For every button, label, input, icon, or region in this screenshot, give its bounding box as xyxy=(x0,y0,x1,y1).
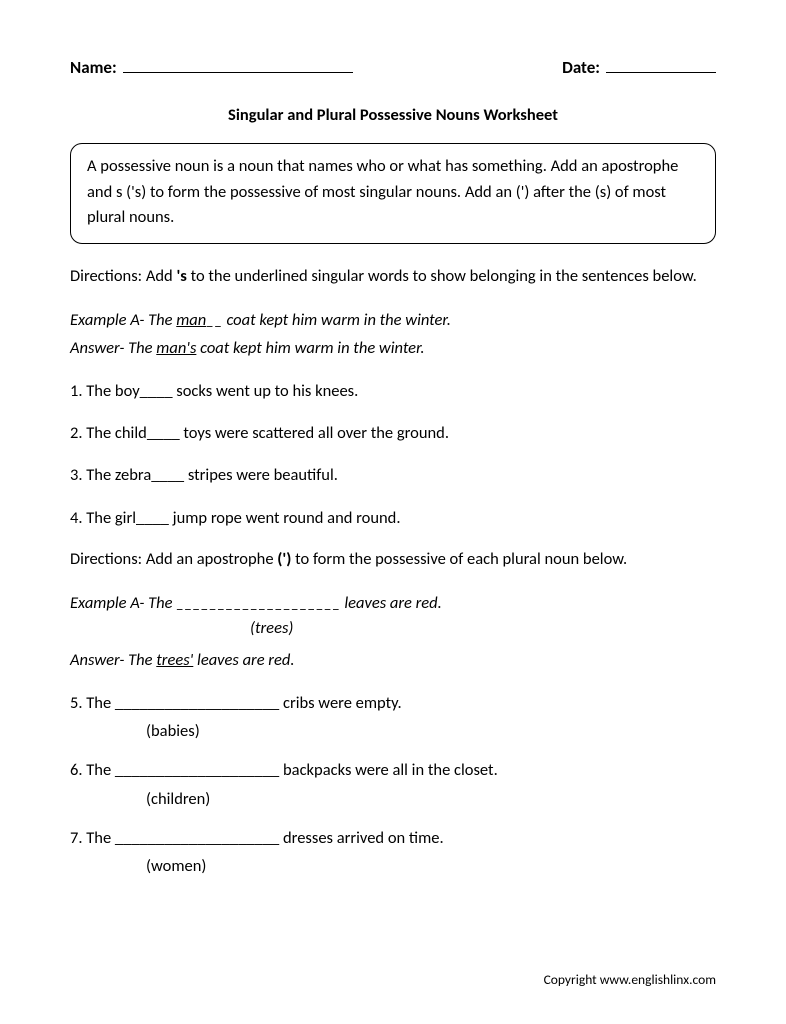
question-3: 3. The zebra____ stripes were beautiful. xyxy=(70,462,716,488)
q6-suffix: backpacks were all in the closet. xyxy=(279,760,497,780)
q2-suffix: toys were scattered all over the ground. xyxy=(180,423,449,443)
example1-question: Example A- The man__ coat kept him warm … xyxy=(70,306,716,334)
q3-blank[interactable]: ____ xyxy=(151,462,184,488)
ex2a-prefix: Example A- The xyxy=(70,593,176,613)
example2-question: Example A- The ____________________ leav… xyxy=(70,589,716,617)
example2-answer: Answer- The trees' leaves are red. xyxy=(70,646,716,674)
q1-blank[interactable]: ____ xyxy=(140,378,173,404)
q5-hint: (babies) xyxy=(146,720,716,743)
ex1b-suffix: coat kept him warm in the winter. xyxy=(196,338,424,358)
example2-hint: (trees) xyxy=(250,617,716,640)
q5-num: 5. xyxy=(70,693,83,713)
date-label: Date: xyxy=(562,55,600,81)
definition-box: A possessive noun is a noun that names w… xyxy=(70,143,716,244)
q4-num: 4. xyxy=(70,508,83,528)
question-4: 4. The girl____ jump rope went round and… xyxy=(70,505,716,531)
q1-num: 1. xyxy=(70,381,83,401)
directions2-bold: (') xyxy=(277,549,291,569)
directions-section-1: Directions: Add 's to the underlined sin… xyxy=(70,264,716,290)
q5-blank[interactable]: ____________________ xyxy=(115,690,279,716)
example1-answer: Answer- The man's coat kept him warm in … xyxy=(70,334,716,362)
directions-section-2: Directions: Add an apostrophe (') to for… xyxy=(70,547,716,573)
q2-prefix: The child xyxy=(83,423,147,443)
ex2b-prefix: Answer- The xyxy=(70,650,156,670)
q5-suffix: cribs were empty. xyxy=(279,693,401,713)
q6-blank[interactable]: ____________________ xyxy=(115,757,279,783)
q3-num: 3. xyxy=(70,465,83,485)
q5-prefix: The xyxy=(83,693,115,713)
q2-num: 2. xyxy=(70,423,83,443)
question-5: 5. The ____________________ cribs were e… xyxy=(70,690,716,716)
q7-hint: (women) xyxy=(146,855,716,878)
q3-suffix: stripes were beautiful. xyxy=(184,465,338,485)
date-field: Date: xyxy=(562,55,716,81)
example-block-1: Example A- The man__ coat kept him warm … xyxy=(70,306,716,362)
ex1a-prefix: Example A- The xyxy=(70,310,176,330)
ex2b-uword: trees' xyxy=(156,650,193,670)
q1-prefix: The boy xyxy=(83,381,140,401)
q7-num: 7. xyxy=(70,828,83,848)
example-block-2: Example A- The ____________________ leav… xyxy=(70,589,716,674)
ex2b-suffix: leaves are red. xyxy=(193,650,294,670)
q2-blank[interactable]: ____ xyxy=(147,420,180,446)
q4-prefix: The girl xyxy=(83,508,136,528)
q7-suffix: dresses arrived on time. xyxy=(279,828,443,848)
directions1-prefix: Directions: Add xyxy=(70,266,176,286)
q6-prefix: The xyxy=(83,760,115,780)
q3-prefix: The zebra xyxy=(83,465,152,485)
ex2a-suffix: leaves are red. xyxy=(341,593,442,613)
q4-blank[interactable]: ____ xyxy=(136,505,169,531)
ex1a-suffix: coat kept him warm in the winter. xyxy=(223,310,451,330)
directions1-bold: 's xyxy=(176,266,186,286)
ex1a-blank: __ xyxy=(206,310,222,330)
date-blank-line[interactable] xyxy=(606,56,716,73)
question-2: 2. The child____ toys were scattered all… xyxy=(70,420,716,446)
ex1b-prefix: Answer- The xyxy=(70,338,156,358)
ex1a-uword: man xyxy=(176,310,206,330)
question-6: 6. The ____________________ backpacks we… xyxy=(70,757,716,783)
worksheet-header: Name: Date: xyxy=(70,55,716,81)
question-7: 7. The ____________________ dresses arri… xyxy=(70,825,716,851)
q4-suffix: jump rope went round and round. xyxy=(169,508,401,528)
name-label: Name: xyxy=(70,55,117,81)
q1-suffix: socks went up to his knees. xyxy=(173,381,359,401)
name-field: Name: xyxy=(70,55,353,81)
q7-blank[interactable]: ____________________ xyxy=(115,825,279,851)
copyright: Copyright www.englishlinx.com xyxy=(544,970,716,990)
q7-prefix: The xyxy=(83,828,115,848)
directions2-suffix: to form the possessive of each plural no… xyxy=(291,549,627,569)
directions2-prefix: Directions: Add an apostrophe xyxy=(70,549,277,569)
directions1-suffix: to the underlined singular words to show… xyxy=(187,266,697,286)
q6-num: 6. xyxy=(70,760,83,780)
worksheet-title: Singular and Plural Possessive Nouns Wor… xyxy=(70,103,716,128)
q6-hint: (children) xyxy=(146,788,716,811)
name-blank-line[interactable] xyxy=(123,56,353,73)
ex2a-blank: ____________________ xyxy=(176,589,340,617)
question-1: 1. The boy____ socks went up to his knee… xyxy=(70,378,716,404)
ex1b-uword: man's xyxy=(156,338,196,358)
